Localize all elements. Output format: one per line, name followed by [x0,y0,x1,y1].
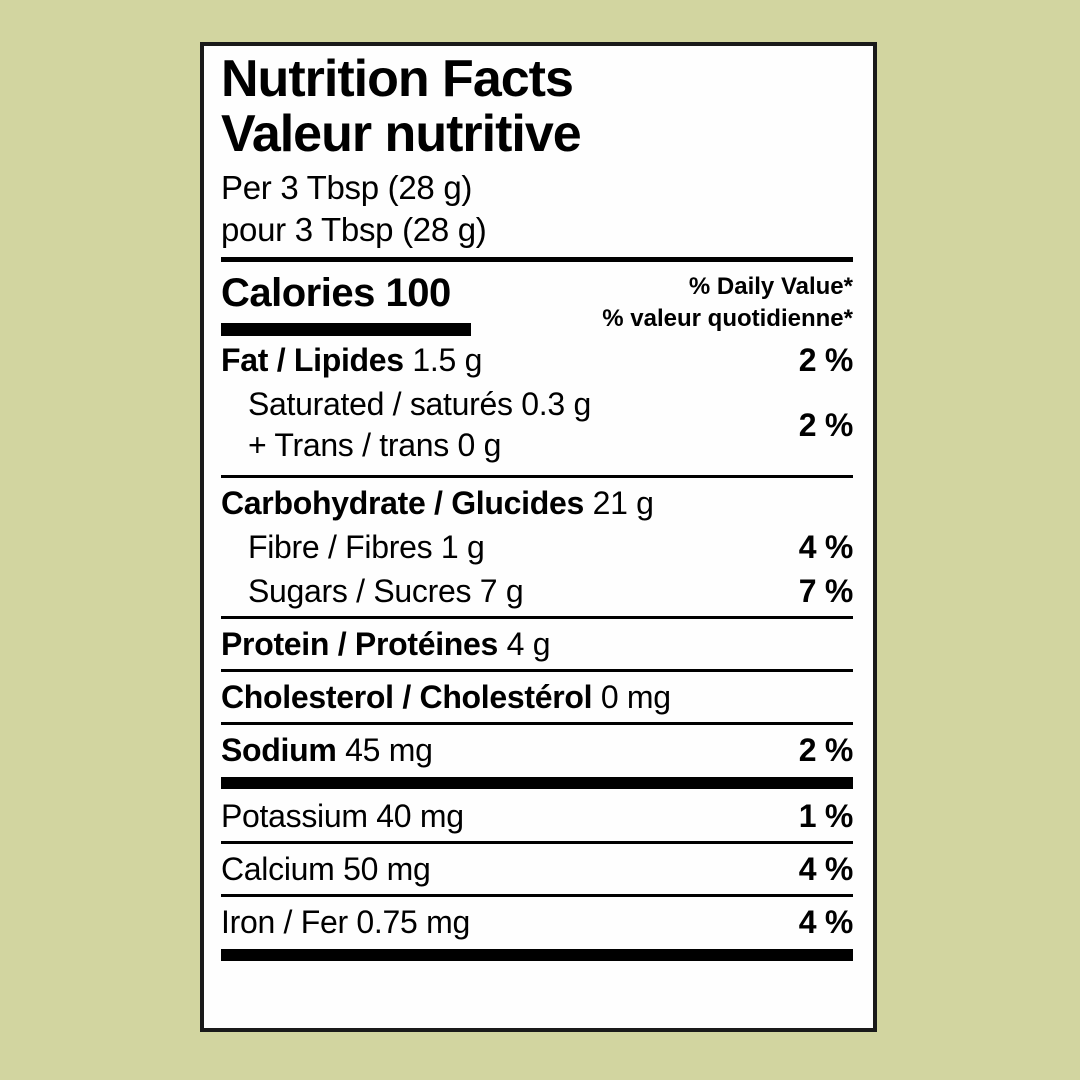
row-iron: Iron / Fer 0.75 mg 4 % [221,900,853,944]
potassium-daily-value: 1 % [798,798,854,835]
calcium-name: Calcium [221,851,335,888]
protein-name: Protein / Protéines [221,626,499,663]
fat-name: Fat / Lipides [221,342,404,379]
trans-line: + Trans / trans 0 g [248,425,591,466]
serving-size-french: pour 3 Tbsp (28 g) [221,210,487,248]
nutrition-facts-label: Nutrition Facts Valeur nutritive Per 3 T… [200,42,877,1032]
saturated-trans-daily-value: 2 % [798,406,854,443]
row-sugars: Sugars / Sucres 7 g 7 % [221,569,853,613]
potassium-amount: 40 mg [376,798,464,835]
saturated-name: Saturated / saturés [248,386,513,423]
row-fat: Fat / Lipides 1.5 g 2 % [221,338,853,382]
fibre-amount: 1 g [440,529,485,566]
fat-amount: 1.5 g [412,342,483,379]
calories-value: Calories 100 [221,271,471,337]
sugars-amount: 7 g [479,573,524,610]
row-saturated-trans: Saturated / saturés 0.3 g + Trans / tran… [221,382,853,472]
row-sodium: Sodium 45 mg 2 % [221,728,853,772]
trans-name: + Trans / trans [248,427,449,464]
trans-amount: 0 g [457,427,502,464]
protein-amount: 4 g [506,626,551,663]
row-carbohydrate: Carbohydrate / Glucides 21 g [221,481,853,525]
divider-thin [221,475,853,479]
row-potassium: Potassium 40 mg 1 % [221,794,853,838]
row-protein: Protein / Protéines 4 g [221,622,853,666]
cholesterol-name: Cholesterol / Cholestérol [221,679,593,716]
row-calcium: Calcium 50 mg 4 % [221,847,853,891]
fibre-daily-value: 4 % [798,529,854,566]
divider-thin [221,841,853,845]
divider-thin [221,616,853,620]
sugars-daily-value: 7 % [798,573,854,610]
iron-daily-value: 4 % [798,904,854,941]
iron-amount: 0.75 mg [356,904,470,941]
saturated-amount: 0.3 g [521,386,591,423]
sodium-daily-value: 2 % [798,732,854,769]
row-fibre: Fibre / Fibres 1 g 4 % [221,525,853,569]
divider-thin [221,669,853,673]
potassium-name: Potassium [221,798,368,835]
carbohydrate-amount: 21 g [592,485,654,522]
title-english: Nutrition Facts [221,50,574,108]
daily-value-header-english: % Daily Value* [688,273,853,301]
daily-value-header: % Daily Value* % valeur quotidienne* [602,271,853,333]
calcium-daily-value: 4 % [798,851,854,888]
title-french: Valeur nutritive [221,105,582,164]
calories-amount: 100 [385,271,451,316]
calcium-amount: 50 mg [343,851,431,888]
divider-medium-top [221,257,853,263]
daily-value-header-french: % valeur quotidienne* [602,304,853,332]
sodium-amount: 45 mg [345,732,433,769]
divider-thick [221,777,853,790]
iron-name: Iron / Fer [221,904,348,941]
carbohydrate-name: Carbohydrate / Glucides [221,485,584,522]
cholesterol-amount: 0 mg [600,679,671,716]
calories-row: Calories 100 % Daily Value* % valeur quo… [221,271,853,337]
divider-thin [221,894,853,898]
saturated-line: Saturated / saturés 0.3 g [248,384,591,425]
serving-size-english: Per 3 Tbsp (28 g) [221,169,473,207]
fibre-name: Fibre / Fibres [248,529,433,566]
sugars-name: Sugars / Sucres [248,573,472,610]
sodium-name: Sodium [221,732,337,769]
fat-daily-value: 2 % [798,342,854,379]
calories-label: Calories [221,271,375,316]
row-cholesterol: Cholesterol / Cholestérol 0 mg [221,675,853,719]
divider-thin [221,722,853,726]
footnotes: * 5% or less is a little, 15% or more is… [221,970,853,1028]
divider-thick-bottom [221,949,853,962]
